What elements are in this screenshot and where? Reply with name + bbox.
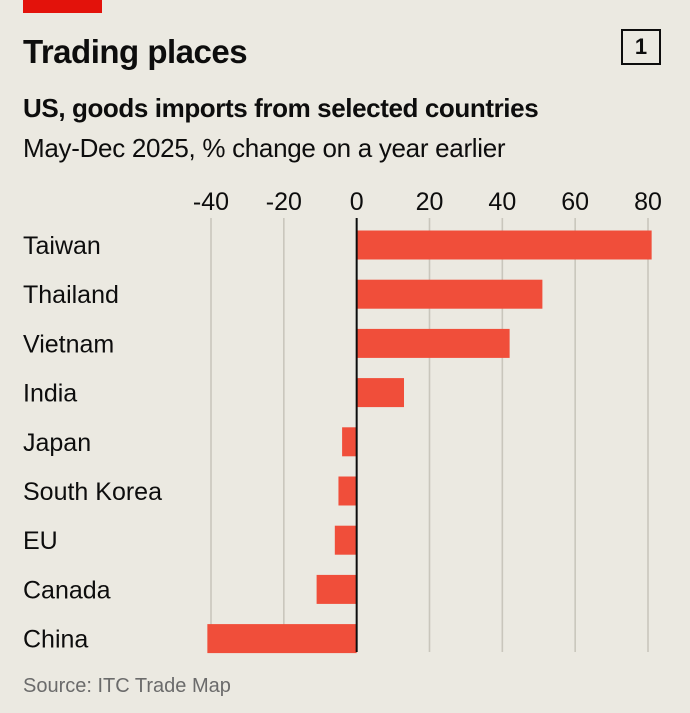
category-label: EU [23, 527, 58, 555]
bar [342, 427, 357, 457]
category-label: India [23, 380, 77, 408]
category-label: Vietnam [23, 330, 114, 358]
x-tick-label: -40 [193, 188, 229, 216]
bar [207, 624, 357, 654]
category-label: Canada [23, 576, 111, 604]
category-label: China [23, 626, 88, 654]
category-label: South Korea [23, 478, 162, 506]
bar [334, 525, 357, 555]
bar [356, 328, 510, 358]
x-tick-label: -20 [266, 188, 302, 216]
x-tick-label: 40 [488, 188, 516, 216]
brand-accent-bar [23, 0, 102, 13]
bar [316, 574, 357, 604]
chart-title: US, goods imports from selected countrie… [23, 93, 539, 123]
x-tick-label: 0 [350, 188, 364, 216]
x-tick-label: 80 [634, 188, 662, 216]
bar [356, 378, 405, 408]
source-note: Source: ITC Trade Map [23, 675, 231, 697]
bar [356, 279, 543, 309]
chart-subtitle: May-Dec 2025, % change on a year earlier [23, 133, 506, 163]
category-label: Thailand [23, 281, 119, 309]
bar [356, 230, 652, 260]
x-tick-label: 20 [416, 188, 444, 216]
chart-number-badge: 1 [621, 29, 661, 65]
category-label: Taiwan [23, 232, 101, 260]
category-label: Japan [23, 429, 91, 457]
x-tick-label: 60 [561, 188, 589, 216]
page-headline: Trading places [23, 33, 248, 70]
bar [338, 476, 357, 506]
